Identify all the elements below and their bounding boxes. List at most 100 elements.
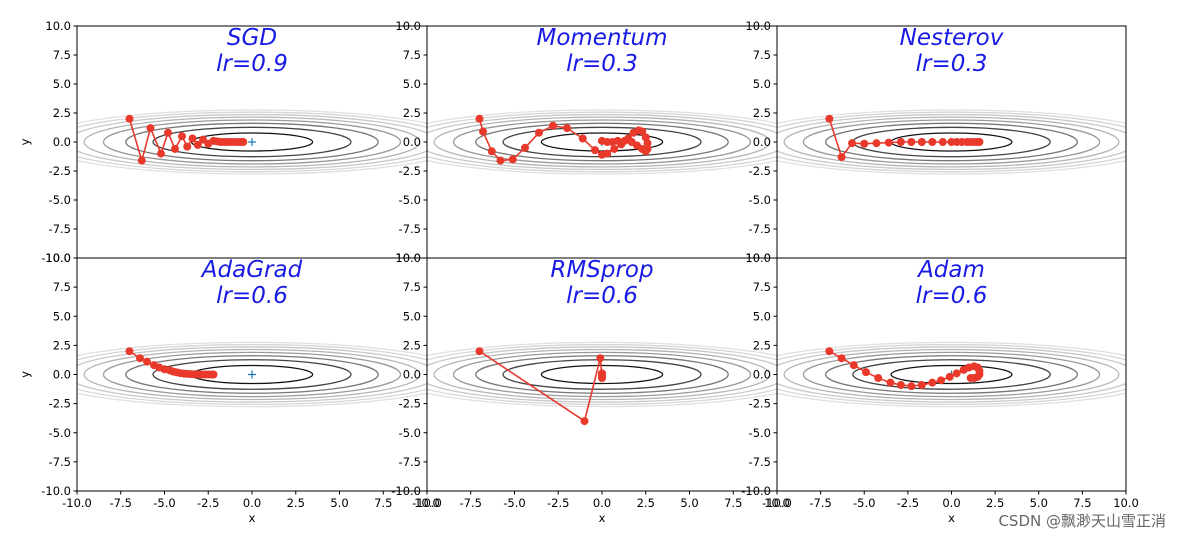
y-tick-label: 5.0 — [53, 309, 71, 323]
optimum-marker — [248, 370, 256, 379]
path-point — [549, 121, 557, 130]
path-point — [157, 149, 165, 158]
contour-line — [783, 348, 1120, 401]
path-point — [952, 369, 961, 378]
path-point — [125, 114, 134, 123]
path-point — [171, 144, 179, 153]
contour-line — [777, 346, 1126, 403]
contour-line — [77, 113, 427, 171]
path-point — [620, 136, 629, 145]
x-tick-label: -10.0 — [762, 496, 792, 510]
path-point — [178, 132, 186, 141]
path-point — [896, 380, 905, 389]
y-tick-label: 10.0 — [745, 19, 771, 33]
x-tick-label: 10.0 — [414, 496, 440, 510]
y-tick-label: 10.0 — [45, 19, 71, 33]
path-point — [487, 147, 496, 156]
path-point — [125, 347, 134, 356]
contour-line — [77, 343, 427, 406]
y-tick-label: 7.5 — [403, 280, 421, 294]
path-point — [627, 138, 636, 146]
contour-line — [77, 346, 427, 403]
path-point — [643, 139, 652, 148]
path-point — [239, 138, 248, 146]
contour-line — [452, 119, 752, 165]
y-tick-label: -5.0 — [399, 193, 421, 207]
subplot-momentum: 10.07.55.02.50.0-2.5-5.0-7.5-10.0Momentu… — [391, 19, 778, 265]
y-tick-label: -7.5 — [49, 455, 71, 469]
contour-line — [77, 109, 427, 175]
x-tick-label: 10.0 — [764, 496, 790, 510]
x-tick-label: -2.5 — [197, 496, 219, 510]
path-point — [603, 149, 612, 158]
y-tick-label: 0.0 — [753, 135, 771, 149]
subplot-rmsprop: 10.07.55.02.50.0-2.5-5.0-7.5-10.0-10.0 -7… — [391, 251, 790, 525]
path-point — [938, 138, 947, 146]
path-point — [508, 155, 517, 164]
subplot-subtitle: lr=0.9 — [216, 51, 288, 77]
path-point — [193, 140, 202, 149]
y-tick-label: -2.5 — [49, 397, 71, 411]
path-point — [496, 156, 505, 165]
y-tick-label: -2.5 — [749, 164, 771, 178]
subplot-subtitle: lr=0.6 — [566, 283, 638, 309]
y-tick-label: 0.0 — [403, 368, 421, 382]
path-point — [861, 368, 870, 377]
y-tick-label: 5.0 — [53, 77, 71, 91]
y-tick-label: 2.5 — [403, 338, 421, 352]
subplot-subtitle: lr=0.3 — [916, 51, 988, 77]
path-point — [917, 380, 926, 389]
y-tick-label: -5.0 — [749, 193, 771, 207]
y-tick-label: -10.0 — [391, 484, 421, 498]
path-point — [578, 134, 587, 143]
y-tick-label: 0.0 — [403, 135, 421, 149]
path-point — [137, 156, 146, 165]
path-point — [860, 139, 869, 148]
subplot-title: SGD — [227, 25, 277, 51]
optimum-marker — [248, 138, 256, 146]
y-tick-label: 2.5 — [53, 338, 71, 352]
x-axis-label: x — [249, 511, 256, 525]
y-tick-label: 2.5 — [753, 338, 771, 352]
contour-line — [802, 351, 1101, 398]
y-tick-label: -2.5 — [49, 164, 71, 178]
contour-line — [83, 116, 421, 168]
path-point — [886, 378, 895, 387]
y-tick-label: 0.0 — [53, 135, 71, 149]
y-axis-label: y — [18, 371, 32, 378]
path-point — [849, 361, 858, 370]
contour-line — [852, 359, 1051, 390]
subplot-adagrad: 10.07.55.02.50.0-2.5-5.0-7.5-10.0-10.0 -7… — [18, 251, 440, 525]
path-point — [917, 138, 926, 146]
y-tick-label: -2.5 — [399, 164, 421, 178]
path-point — [164, 128, 172, 137]
y-tick-label: 10.0 — [745, 251, 771, 265]
y-tick-label: -7.5 — [749, 455, 771, 469]
subplot-title: Nesterov — [900, 25, 1004, 51]
path-point — [146, 124, 155, 133]
contour-line — [452, 351, 752, 398]
path-point — [610, 144, 619, 153]
y-tick-label: 10.0 — [395, 19, 421, 33]
contour-line — [427, 109, 777, 175]
y-tick-label: -10.0 — [741, 484, 771, 498]
y-tick-label: -5.0 — [49, 193, 71, 207]
x-tick-label: 0.0 — [942, 496, 960, 510]
path-point — [188, 134, 197, 143]
y-axis-label: y — [18, 138, 32, 145]
plot-content — [427, 109, 777, 175]
path-point — [591, 146, 599, 155]
plot-content — [427, 341, 777, 426]
path-point — [825, 347, 834, 356]
path-point — [937, 376, 946, 385]
path-point — [837, 153, 846, 162]
subplot-title: AdaGrad — [200, 257, 303, 283]
x-tick-label: 7.5 — [1073, 496, 1091, 510]
contour-line — [427, 341, 777, 408]
subplot-title: Adam — [916, 257, 985, 283]
y-tick-label: 7.5 — [53, 280, 71, 294]
contour-line — [152, 126, 352, 158]
x-tick-label: 7.5 — [374, 496, 392, 510]
y-tick-label: -7.5 — [749, 222, 771, 236]
subplot-adam: 10.0 7.5 5.0 2.5 0.0 -2.5 -5.0 -7.5 -10.0-10.0 -7… — [741, 251, 1139, 525]
